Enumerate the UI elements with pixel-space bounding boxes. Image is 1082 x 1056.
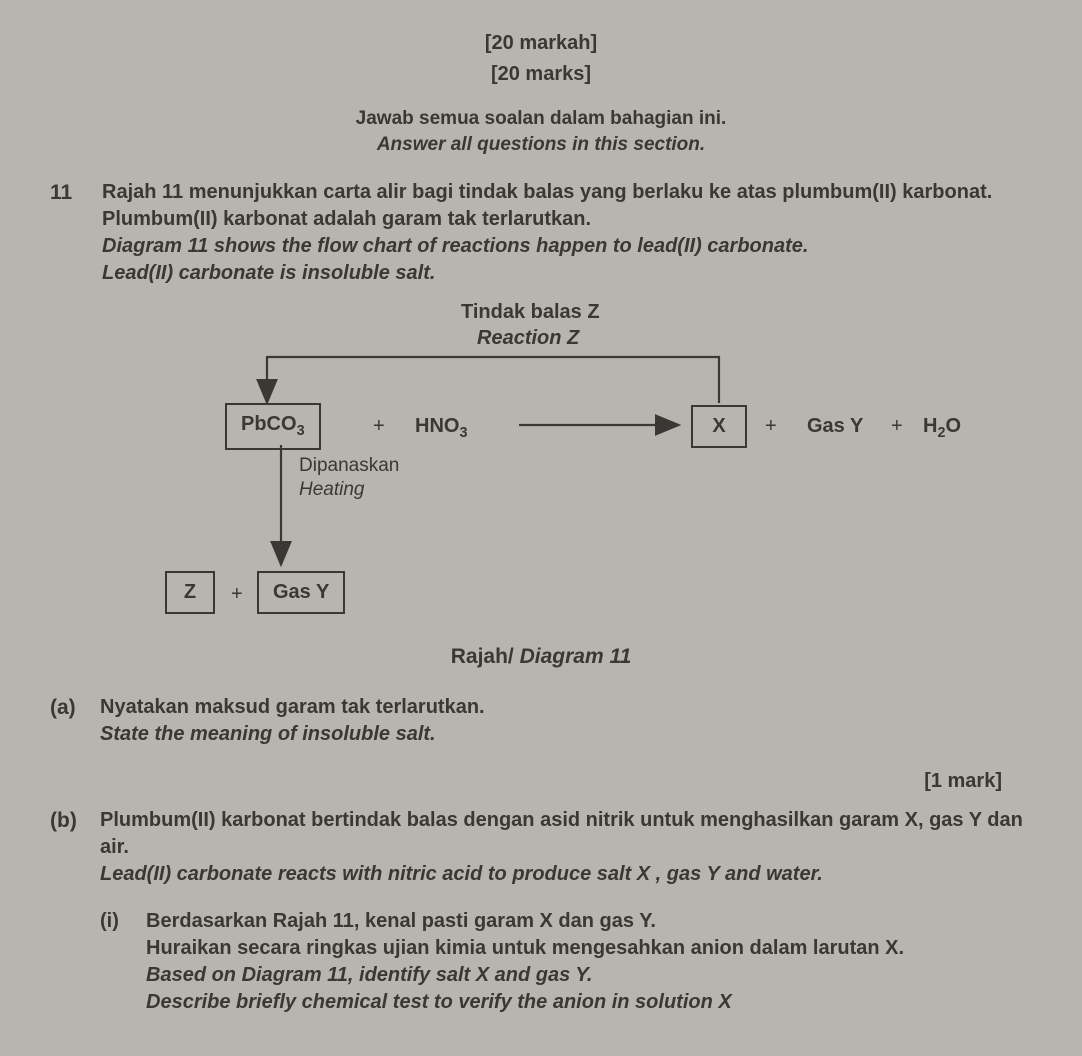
h2o-formula: H2O — [923, 413, 961, 443]
bi-bm2: Huraikan secara ringkas ujian kimia untu… — [146, 935, 1032, 962]
gas-y-right: Gas Y — [807, 413, 863, 440]
question-text: Rajah 11 menunjukkan carta alir bagi tin… — [102, 179, 1032, 287]
instructions-bm: Jawab semua soalan dalam bahagian ini. — [50, 106, 1032, 132]
q11-bm: Rajah 11 menunjukkan carta alir bagi tin… — [102, 179, 1032, 233]
box-pbco3: PbCO3 — [225, 403, 321, 449]
part-a-bm: Nyatakan maksud garam tak terlarutkan. — [100, 694, 1032, 721]
reaction-z-label-en: Reaction Z — [477, 325, 579, 352]
bi-en2: Describe briefly chemical test to verify… — [146, 989, 1032, 1016]
part-b-label: (b) — [50, 807, 100, 835]
flowchart: Tindak balas Z Reaction Z PbCO3 + HNO3 X… — [71, 303, 1011, 633]
bi-en1: Based on Diagram 11, identify salt X and… — [146, 962, 1032, 989]
caption-bm: Rajah/ — [451, 645, 520, 668]
part-b-i: (i) Berdasarkan Rajah 11, kenal pasti ga… — [50, 908, 1032, 1016]
box-gas-y: Gas Y — [257, 571, 345, 614]
figure-caption: Rajah/ Diagram 11 — [50, 643, 1032, 671]
caption-en: Diagram 11 — [520, 645, 632, 668]
q11-en-1: Diagram 11 shows the flow chart of react… — [102, 233, 1032, 260]
part-b: (b) Plumbum(II) karbonat bertindak balas… — [50, 807, 1032, 888]
q11-en-2: Lead(II) carbonate is insoluble salt. — [102, 260, 1032, 287]
marks-en: [20 marks] — [50, 61, 1032, 88]
part-b-en: Lead(II) carbonate reacts with nitric ac… — [100, 861, 1032, 888]
hno3-formula: HNO3 — [415, 413, 467, 443]
plus-3: + — [891, 413, 903, 440]
instructions-en: Answer all questions in this section. — [50, 132, 1032, 158]
heating-label-bm: Dipanaskan — [299, 453, 399, 479]
part-a: (a) Nyatakan maksud garam tak terlarutka… — [50, 694, 1032, 748]
part-a-en: State the meaning of insoluble salt. — [100, 721, 1032, 748]
plus-z: + — [231, 581, 243, 608]
part-b-bm: Plumbum(II) karbonat bertindak balas den… — [100, 807, 1032, 861]
question-11: 11 Rajah 11 menunjukkan carta alir bagi … — [50, 179, 1032, 287]
pbco3-formula: PbCO3 — [241, 411, 305, 441]
marks-bm: [20 markah] — [50, 30, 1032, 57]
plus-1: + — [373, 413, 385, 440]
part-b-i-label: (i) — [100, 908, 146, 935]
part-a-label: (a) — [50, 694, 100, 722]
plus-2: + — [765, 413, 777, 440]
box-z: Z — [165, 571, 215, 614]
question-number: 11 — [50, 179, 84, 207]
heating-label-en: Heating — [299, 477, 365, 503]
box-x: X — [691, 405, 747, 448]
part-a-marks: [1 mark] — [50, 768, 1002, 795]
reaction-z-label-bm: Tindak balas Z — [461, 299, 600, 326]
bi-bm1: Berdasarkan Rajah 11, kenal pasti garam … — [146, 908, 1032, 935]
